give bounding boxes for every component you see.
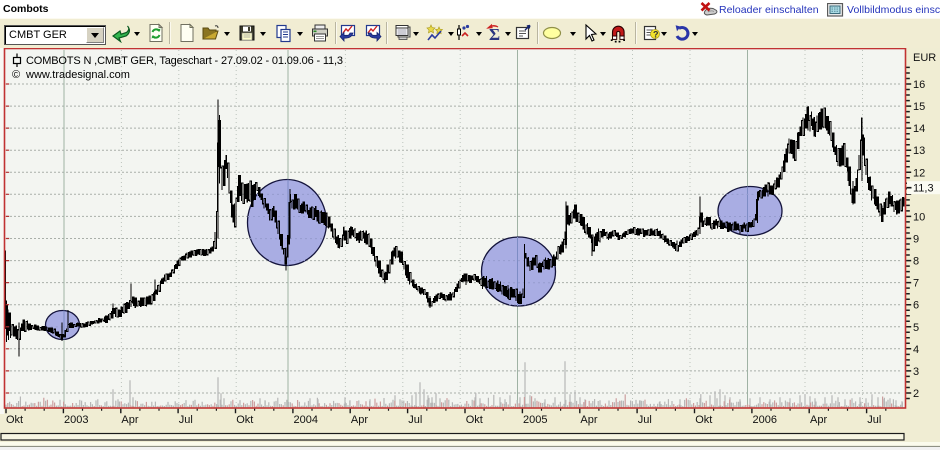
svg-text:Σ: Σ xyxy=(489,25,500,43)
svg-text:16: 16 xyxy=(913,79,925,91)
svg-text:6: 6 xyxy=(913,300,919,312)
svg-text:www.tradesignal.com: www.tradesignal.com xyxy=(25,69,130,81)
svg-text:Jul: Jul xyxy=(867,414,881,426)
svg-text:13: 13 xyxy=(913,145,925,157)
svg-text:10: 10 xyxy=(913,211,925,223)
svg-text:?: ? xyxy=(653,30,659,40)
svg-text:Okt: Okt xyxy=(466,414,483,426)
svg-text:Apr: Apr xyxy=(121,414,138,426)
svg-text:2006: 2006 xyxy=(753,414,777,426)
svg-text:Jul: Jul xyxy=(408,414,422,426)
svg-text:COMBOTS N ,CMBT GER, Tageschar: COMBOTS N ,CMBT GER, Tageschart - 27.09.… xyxy=(26,55,343,67)
svg-text:12: 12 xyxy=(913,167,925,179)
svg-text:2003: 2003 xyxy=(64,414,88,426)
svg-text:Apr: Apr xyxy=(810,414,827,426)
svg-text:5: 5 xyxy=(913,322,919,334)
svg-text:Jul: Jul xyxy=(179,414,193,426)
svg-text:14: 14 xyxy=(913,123,925,135)
svg-text:15: 15 xyxy=(913,101,925,113)
svg-text:7: 7 xyxy=(913,278,919,290)
svg-text:11,3: 11,3 xyxy=(913,183,934,195)
svg-text:Apr: Apr xyxy=(351,414,368,426)
svg-text:Okt: Okt xyxy=(6,414,23,426)
svg-text:9: 9 xyxy=(913,234,919,246)
svg-text:2005: 2005 xyxy=(523,414,547,426)
svg-text:Okt: Okt xyxy=(695,414,712,426)
svg-text:4: 4 xyxy=(913,344,919,356)
svg-text:2004: 2004 xyxy=(294,414,318,426)
svg-text:Jul: Jul xyxy=(638,414,652,426)
svg-text:8: 8 xyxy=(913,256,919,268)
svg-text:©: © xyxy=(12,69,20,81)
svg-text:2: 2 xyxy=(913,388,919,400)
svg-text:Okt: Okt xyxy=(236,414,253,426)
svg-text:Apr: Apr xyxy=(580,414,597,426)
svg-text:EUR: EUR xyxy=(913,52,936,64)
svg-text:3: 3 xyxy=(913,366,919,378)
